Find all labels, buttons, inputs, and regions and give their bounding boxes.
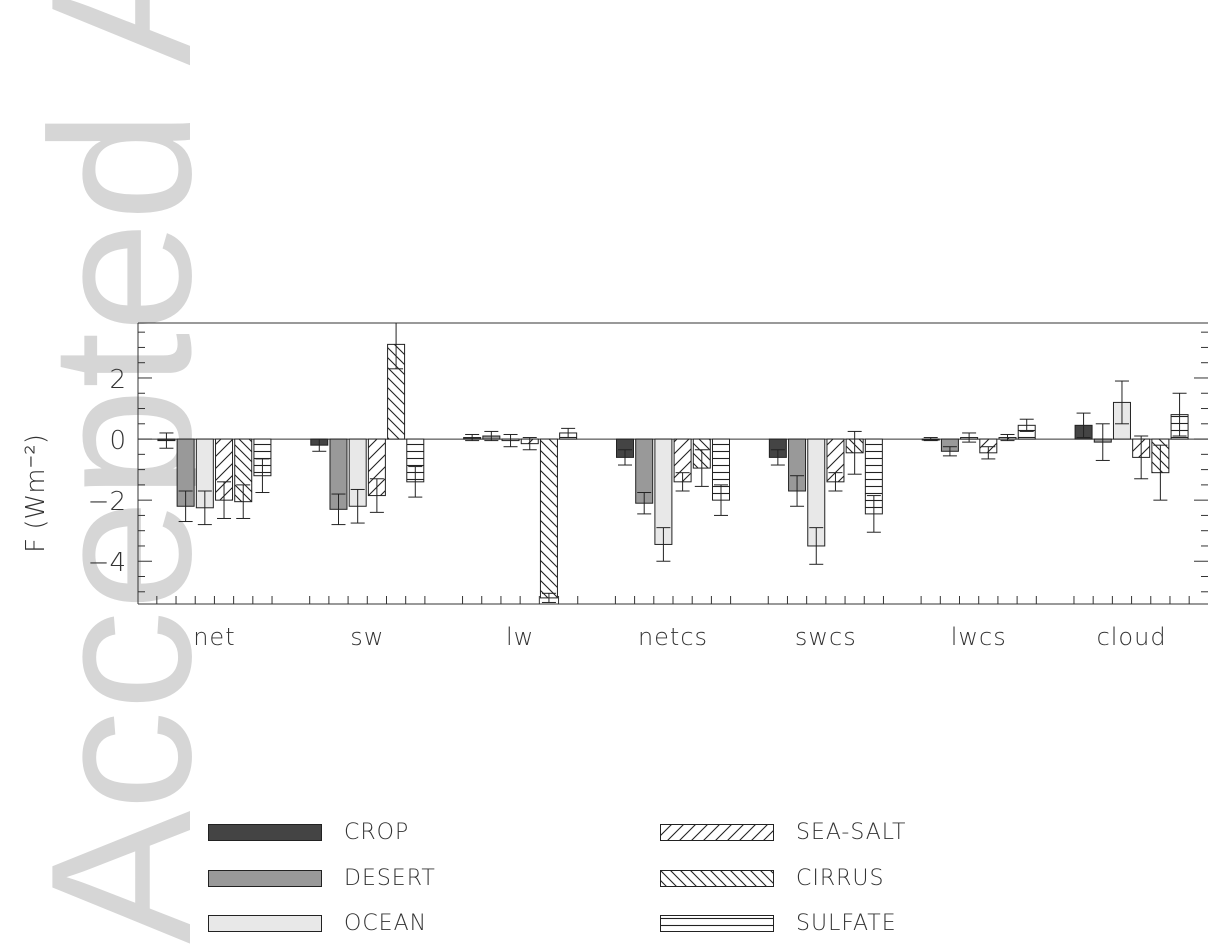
x-category-label-net: net [193,623,235,651]
legend-swatch-crop [208,823,322,841]
watermark-text: Accepted Article [10,0,200,944]
legend-label-cirrus: CIRRUS [796,865,885,891]
x-category-label-lwcs: lwcs [951,623,1007,651]
legend-item-sea-salt: SEA-SALT [660,815,906,849]
x-category-label-sw: sw [350,623,384,651]
bars [157,323,1189,603]
legend-item-crop: CROP [208,815,409,849]
legend: CROP DESERT OCEAN SEA-SALT CIRRUS SULFAT… [0,800,1208,944]
x-category-label-lw: lw [506,623,534,651]
x-category-label-swcs: swcs [795,623,857,651]
legend-label-crop: CROP [344,819,410,845]
axis-labels: net sw lw netcs swcs lwcs cloud [193,623,1167,651]
bar-chart: −4 −2 0 2 F (Wm⁻²) net sw lw netcs swcs lwcs cloud [21,322,1208,651]
y-axis-label: F (Wm⁻²) [21,434,51,553]
legend-label-desert: DESERT [344,865,436,891]
legend-label-ocean: OCEAN [344,910,428,936]
legend-item-ocean: OCEAN [208,906,427,940]
accepted-article-watermark: Accepted Article [10,0,200,944]
y-tick-label: −4 [88,548,126,578]
y-tick-label: 0 [109,426,126,456]
legend-swatch-sulfate [660,914,774,932]
legend-swatch-ocean [208,914,322,932]
legend-label-sea-salt: SEA-SALT [796,819,907,845]
legend-item-cirrus: CIRRUS [660,861,885,895]
legend-swatch-sea-salt [660,823,774,841]
legend-swatch-cirrus [660,869,774,887]
x-category-label-netcs: netcs [638,623,708,651]
legend-swatch-desert [208,869,322,887]
legend-label-sulfate: SULFATE [796,910,897,936]
legend-item-sulfate: SULFATE [660,906,897,940]
y-tick-label: 2 [109,365,126,395]
x-category-label-cloud: cloud [1097,623,1167,651]
bar-cirrus-lw [539,438,558,599]
y-tick-label: −2 [88,487,126,517]
legend-item-desert: DESERT [208,861,436,895]
